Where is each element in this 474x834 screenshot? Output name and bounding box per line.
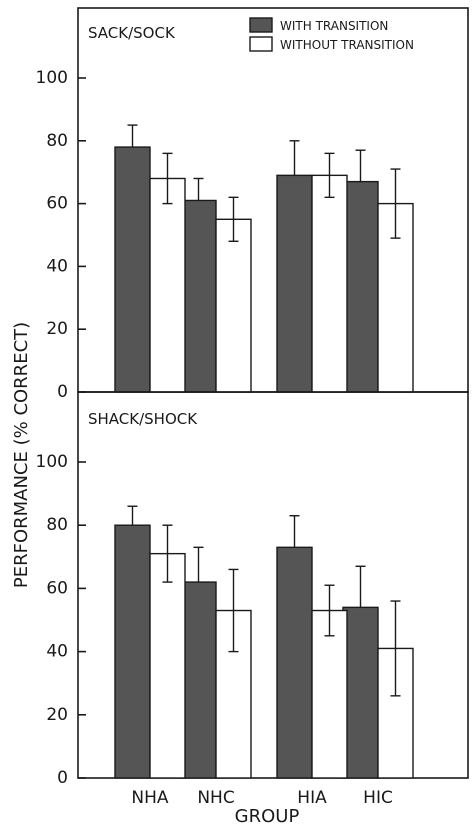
x-category-label: HIC	[363, 788, 393, 808]
y-tick-label: 20	[46, 319, 68, 339]
legend: WITH TRANSITION WITHOUT TRANSITION	[249, 17, 414, 52]
bar-without-transition	[215, 218, 252, 393]
y-tick-label: 40	[46, 642, 68, 662]
bar-with-transition	[114, 524, 151, 779]
bar-without-transition	[311, 609, 348, 779]
panel-shack-shock: SHACK/SHOCK 0 20 40 60 80 100	[36, 391, 469, 788]
y-tick-label: 40	[46, 256, 68, 276]
y-tick-label: 60	[46, 194, 68, 214]
bar-with-transition	[342, 606, 379, 779]
bar-without-transition	[149, 552, 186, 779]
bar-without-transition	[149, 177, 186, 393]
x-category-labels: NHA NHC HIA HIC	[131, 788, 392, 808]
x-category-label: NHA	[131, 788, 169, 808]
y-tick-label: 20	[46, 705, 68, 725]
bar-with-transition	[180, 581, 217, 779]
y-axis-label: PERFORMANCE (% CORRECT)	[11, 322, 32, 588]
bar-with-transition	[276, 546, 313, 779]
legend-label-with-transition: WITH TRANSITION	[280, 19, 388, 33]
bar-with-transition	[180, 199, 217, 393]
panel-title-shack-shock: SHACK/SHOCK	[88, 410, 198, 428]
legend-swatch-without-transition	[249, 36, 273, 52]
bar-with-transition	[276, 174, 313, 393]
panel-frame	[77, 391, 469, 779]
bar-without-transition	[311, 174, 348, 393]
x-category-label: NHC	[197, 788, 234, 808]
legend-label-without-transition: WITHOUT TRANSITION	[280, 38, 414, 52]
y-tick-label: 80	[46, 131, 68, 151]
y-tick-label: 100	[36, 68, 68, 88]
legend-swatch-with-transition	[249, 17, 273, 33]
panel-title-sack-sock: SACK/SOCK	[88, 24, 176, 42]
panel-sack-sock: SACK/SOCK 0 20 40 60 80 100	[36, 7, 469, 402]
x-category-label: HIA	[297, 788, 327, 808]
y-tick-label: 60	[46, 578, 68, 598]
bar-with-transition	[342, 180, 379, 393]
y-tick-label: 100	[36, 452, 68, 472]
bar-with-transition	[114, 146, 151, 393]
y-tick-label: 0	[57, 768, 68, 788]
y-tick-label: 0	[57, 382, 68, 402]
x-axis-label: GROUP	[235, 806, 300, 827]
y-tick-label: 80	[46, 515, 68, 535]
